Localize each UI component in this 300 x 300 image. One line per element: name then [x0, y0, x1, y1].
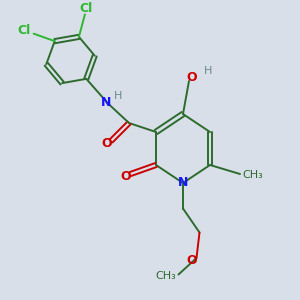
Text: H: H	[114, 91, 123, 101]
Text: O: O	[101, 137, 112, 150]
Text: H: H	[203, 65, 212, 76]
Text: O: O	[187, 254, 197, 267]
Text: N: N	[178, 176, 188, 190]
Text: Cl: Cl	[80, 2, 93, 16]
Text: N: N	[100, 96, 111, 110]
Text: O: O	[121, 170, 131, 183]
Text: CH₃: CH₃	[242, 170, 263, 181]
Text: CH₃: CH₃	[155, 271, 176, 281]
Text: Cl: Cl	[17, 24, 31, 37]
Text: O: O	[187, 71, 197, 84]
